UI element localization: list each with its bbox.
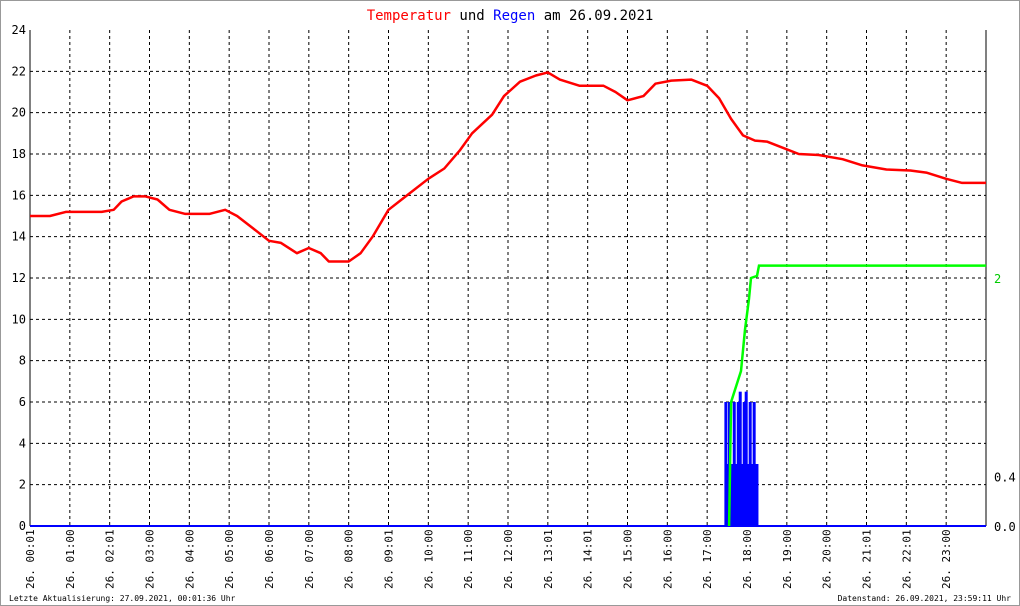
x-tick-label: 26. 17:00 (701, 529, 714, 589)
y-left-tick-label: 14 (12, 230, 26, 244)
rain-bar (730, 464, 734, 526)
title-temperatur: Temperatur (367, 8, 451, 24)
temperature-line (30, 71, 986, 263)
x-tick-label: 26. 22:01 (900, 529, 913, 589)
rain-bar (746, 464, 750, 526)
rain-bar (724, 402, 728, 526)
rain-bar (734, 464, 738, 526)
x-tick-label: 26. 10:00 (422, 529, 435, 589)
grid-lines (30, 30, 986, 526)
x-tick-label: 26. 15:00 (622, 529, 635, 589)
rain-bar (752, 402, 756, 526)
y-axis-right-labels: 0.0 2 0.4 (994, 272, 1016, 534)
footer-last-update: Letzte Aktualisierung: 27.09.2021, 00:01… (9, 594, 236, 603)
y-left-tick-label: 4 (19, 436, 26, 450)
y-left-tick-label: 20 (12, 106, 26, 120)
rain-bar (736, 402, 740, 526)
series-group (30, 71, 986, 527)
title-date: am 26.09.2021 (535, 8, 653, 24)
rain-bar (744, 391, 748, 526)
y-left-tick-label: 2 (19, 478, 26, 492)
y-left-tick-label: 16 (12, 188, 26, 202)
rain-bar (742, 402, 746, 526)
title-und: und (451, 8, 493, 24)
y-left-tick-label: 8 (19, 354, 26, 368)
x-tick-label: 26. 13:01 (542, 529, 555, 589)
chart-title: Temperatur und Regen am 26.09.2021 (367, 8, 654, 24)
y-right-tick-label: 0.0 (994, 520, 1016, 534)
title-regen: Regen (493, 8, 535, 24)
y-left-tick-label: 0 (19, 519, 26, 533)
x-tick-label: 26. 02:01 (104, 529, 117, 589)
rain-bar (732, 402, 736, 526)
x-tick-label: 26. 04:00 (183, 529, 196, 589)
rain-bar (750, 464, 754, 526)
rain-bar (726, 464, 730, 526)
y-left-tick-label: 18 (12, 147, 26, 161)
footer-data-status: Datenstand: 26.09.2021, 23:59:11 Uhr (838, 594, 1012, 603)
x-tick-label: 26. 23:00 (940, 529, 953, 589)
x-tick-label: 26. 16:00 (661, 529, 674, 589)
y-left-tick-label: 12 (12, 271, 26, 285)
x-tick-label: 26. 19:00 (781, 529, 794, 589)
x-tick-label: 26. 03:00 (144, 529, 157, 589)
x-tick-label: 26. 09:01 (383, 529, 396, 589)
x-tick-label: 26. 00:01 (24, 529, 37, 589)
x-tick-label: 26. 05:00 (223, 529, 236, 589)
rain-bar (755, 464, 759, 526)
x-tick-label: 26. 11:00 (462, 529, 475, 589)
y-left-tick-label: 22 (12, 64, 26, 78)
y-left-tick-label: 6 (19, 395, 26, 409)
x-tick-label: 26. 21:01 (861, 529, 874, 589)
y-right-tick-label: 2 (994, 272, 1001, 286)
x-tick-label: 26. 20:00 (821, 529, 834, 589)
x-tick-label: 26. 08:00 (343, 529, 356, 589)
rain-bar (748, 402, 752, 526)
y-left-tick-label: 10 (12, 312, 26, 326)
x-tick-label: 26. 01:00 (64, 529, 77, 589)
x-tick-label: 26. 18:00 (741, 529, 754, 589)
x-tick-label: 26. 06:00 (263, 529, 276, 589)
rain-bar (740, 464, 744, 526)
y-left-tick-label: 24 (12, 23, 26, 37)
x-tick-label: 26. 12:00 (502, 529, 515, 589)
rain-bar (738, 391, 742, 526)
x-axis-labels: 26. 00:01 26. 01:00 26. 02:01 26. 03:00 26. … (24, 529, 953, 589)
rain-cumulative-line (727, 264, 986, 527)
x-tick-label: 26. 07:00 (303, 529, 316, 589)
x-tick-label: 26. 14:01 (582, 529, 595, 589)
y-right-tick-label: 0.4 (994, 470, 1016, 484)
